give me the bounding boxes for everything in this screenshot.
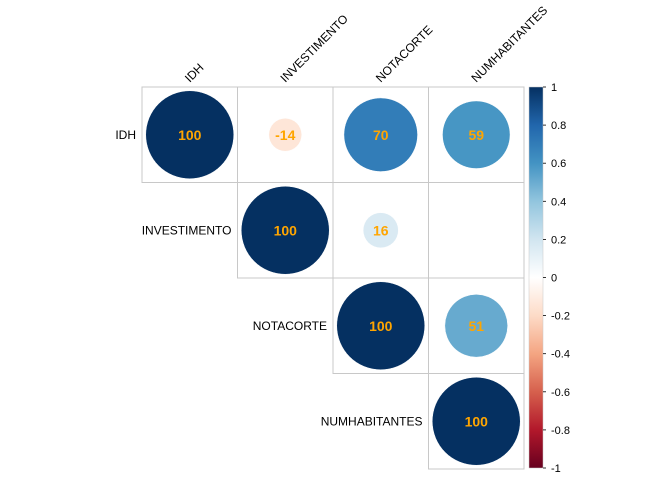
grid-cell xyxy=(428,373,525,470)
correlation-value-label: 16 xyxy=(373,222,389,238)
row-label: NOTACORTE xyxy=(253,319,327,333)
correlation-value-label: 100 xyxy=(369,318,393,334)
colorbar-tick-label: 1 xyxy=(551,82,557,94)
correlation-value-label: 100 xyxy=(465,413,489,429)
circle-layer xyxy=(145,90,521,466)
colorbar-tick-label: 0.8 xyxy=(551,120,566,132)
colorbar-tick-label: 0.6 xyxy=(551,158,566,170)
correlation-circle xyxy=(444,294,508,358)
correlation-value-label: 100 xyxy=(178,127,202,143)
correlation-value-label: -14 xyxy=(275,127,295,143)
column-label: NOTACORTE xyxy=(373,23,435,85)
colorbar-tick-label: -0.6 xyxy=(551,387,570,399)
correlation-circle xyxy=(336,281,425,370)
correlation-circle xyxy=(268,118,302,152)
colorbar-tick-label: -0.4 xyxy=(551,349,570,361)
correlation-value-label: 100 xyxy=(274,222,298,238)
column-label: IDH xyxy=(182,61,207,86)
correlation-value-label: 59 xyxy=(468,127,484,143)
correlation-circle xyxy=(145,90,234,179)
row-label: IDH xyxy=(115,128,136,142)
colorbar-tick-label: -0.2 xyxy=(551,311,570,323)
column-label: INVESTIMENTO xyxy=(277,12,350,85)
correlation-circle xyxy=(362,212,399,249)
correlation-circle xyxy=(442,100,511,169)
grid-layer xyxy=(141,86,525,470)
grid-cell xyxy=(428,182,525,279)
correlation-circle xyxy=(432,377,521,466)
correlation-circle xyxy=(241,186,330,275)
colorbar-tick-label: 0.4 xyxy=(551,196,566,208)
correlation-value-label: 70 xyxy=(373,127,389,143)
column-label: NUMHABITANTES xyxy=(468,3,550,85)
colorbar-tick-label: -0.8 xyxy=(551,425,570,437)
correlation-circle xyxy=(343,97,418,172)
correlation-value-label: 51 xyxy=(468,318,484,334)
row-label: INVESTIMENTO xyxy=(142,223,232,237)
colorbar-gradient xyxy=(528,86,544,469)
colorbar-tick-label: 0.2 xyxy=(551,234,566,246)
colorbar-tick-label: -1 xyxy=(551,463,561,475)
colorbar: 1 0.8 0.6 0.4 0.2 0 -0.2 -0.4 -0.6 -0.8 -1 xyxy=(528,82,570,475)
row-label: NUMHABITANTES xyxy=(321,414,423,428)
colorbar-tick-label: 0 xyxy=(551,273,557,285)
